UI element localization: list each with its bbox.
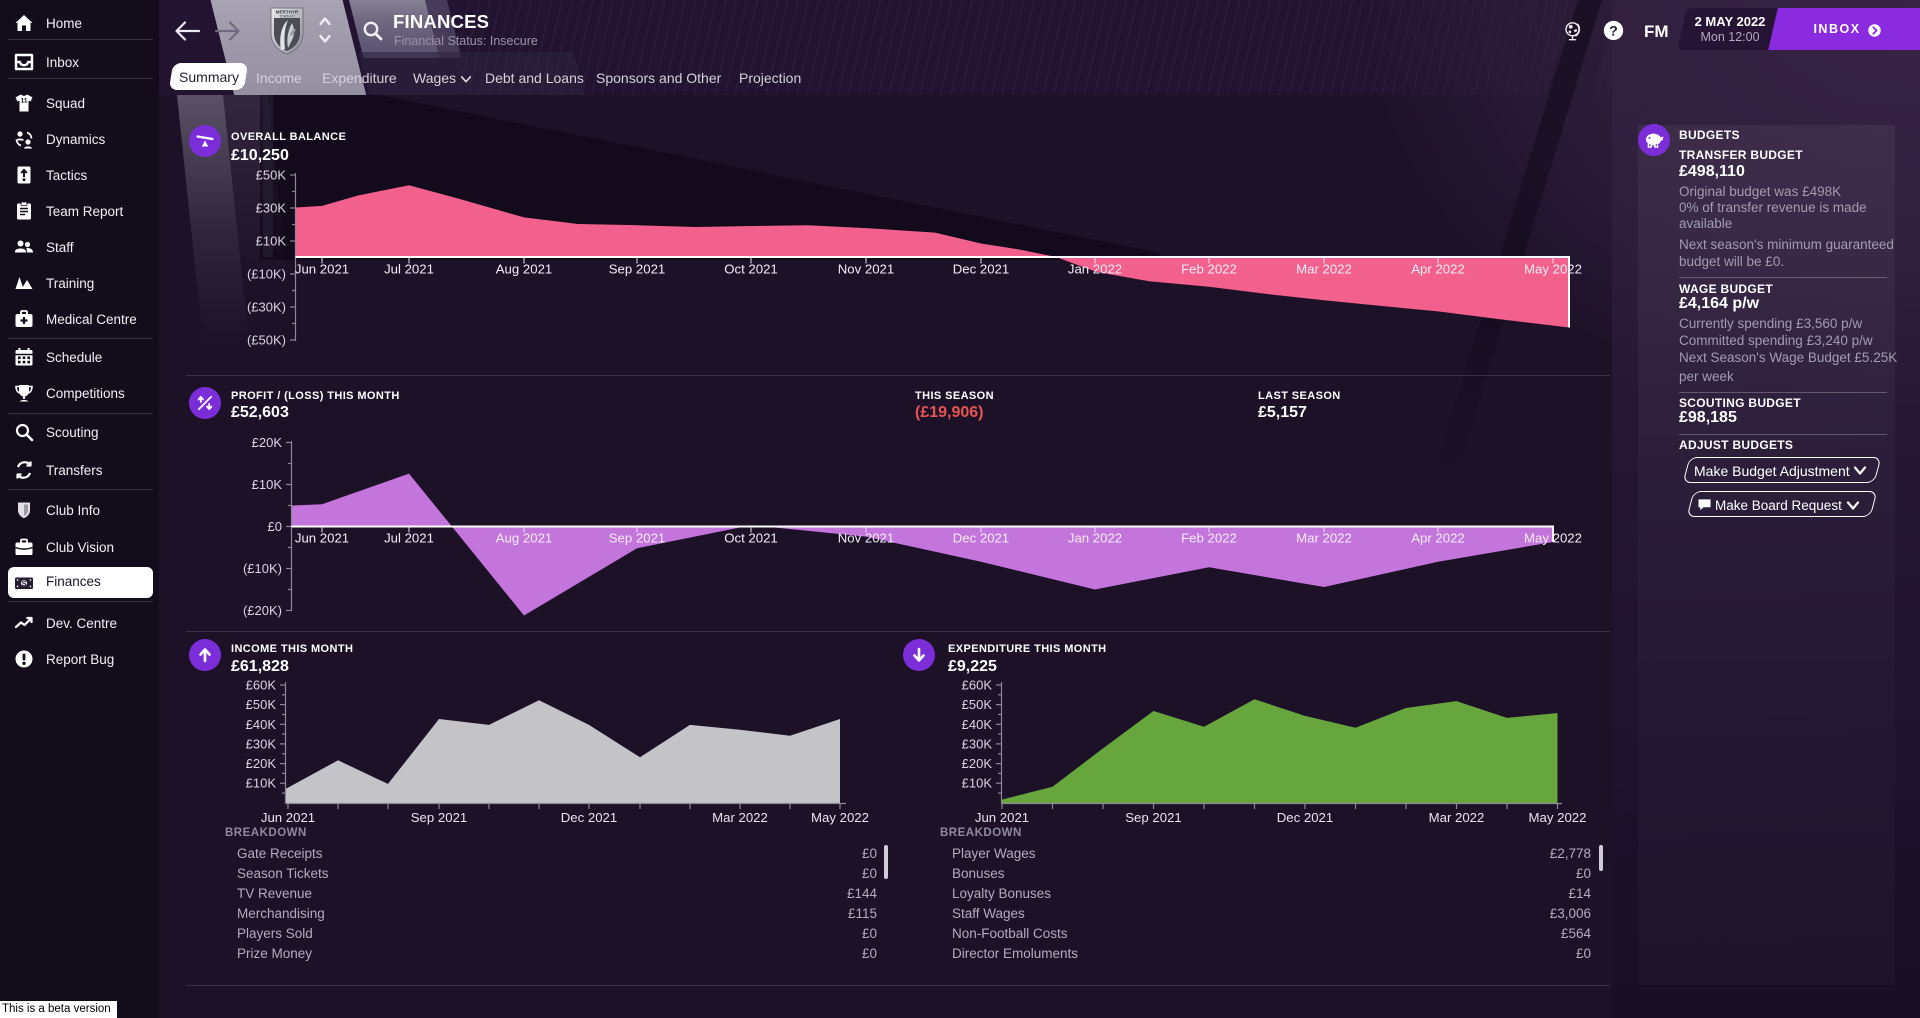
svg-text:(£30K): (£30K) xyxy=(247,300,286,315)
svg-text:S: S xyxy=(21,579,26,588)
svg-text:Dec 2021: Dec 2021 xyxy=(561,810,617,825)
svg-text:Mar 2022: Mar 2022 xyxy=(1296,262,1352,277)
svg-text:Jan 2022: Jan 2022 xyxy=(1068,262,1122,277)
svg-text:£50K: £50K xyxy=(246,697,277,712)
svg-text:Sep 2021: Sep 2021 xyxy=(609,262,665,277)
svg-text:May 2022: May 2022 xyxy=(1524,531,1582,546)
svg-text:Jun 2021: Jun 2021 xyxy=(975,810,1029,825)
svg-text:£10K: £10K xyxy=(256,234,287,249)
svg-text:May 2022: May 2022 xyxy=(811,810,869,825)
svg-text:£30K: £30K xyxy=(246,736,277,751)
svg-text:£50K: £50K xyxy=(256,168,287,183)
svg-text:(£10K): (£10K) xyxy=(243,561,282,576)
svg-text:May 2022: May 2022 xyxy=(1524,262,1582,277)
svg-text:Mar 2022: Mar 2022 xyxy=(1296,531,1352,546)
svg-text:£60K: £60K xyxy=(246,678,277,693)
svg-text:(£10K): (£10K) xyxy=(247,267,286,282)
svg-text:Apr 2022: Apr 2022 xyxy=(1411,531,1465,546)
svg-text:Jan 2022: Jan 2022 xyxy=(1068,531,1122,546)
svg-text:Aug 2021: Aug 2021 xyxy=(496,531,552,546)
svg-text:Dec 2021: Dec 2021 xyxy=(1277,810,1333,825)
svg-text:Sep 2021: Sep 2021 xyxy=(411,810,467,825)
svg-text:£30K: £30K xyxy=(962,736,993,751)
svg-text:Feb 2022: Feb 2022 xyxy=(1181,531,1237,546)
svg-text:£20K: £20K xyxy=(962,756,993,771)
svg-text:Jun 2021: Jun 2021 xyxy=(261,810,315,825)
svg-text:Feb 2022: Feb 2022 xyxy=(1181,262,1237,277)
svg-text:Sep 2021: Sep 2021 xyxy=(609,531,665,546)
svg-text:Jun 2021: Jun 2021 xyxy=(295,262,349,277)
svg-text:Jul 2021: Jul 2021 xyxy=(384,262,434,277)
svg-text:MERTHYR: MERTHYR xyxy=(276,10,299,15)
svg-text:Dec 2021: Dec 2021 xyxy=(953,262,1009,277)
svg-text:Oct 2021: Oct 2021 xyxy=(724,262,778,277)
svg-text:11: 11 xyxy=(21,98,28,105)
svg-text:£20K: £20K xyxy=(246,756,277,771)
svg-text:Oct 2021: Oct 2021 xyxy=(724,531,778,546)
svg-text:£0: £0 xyxy=(268,519,282,534)
svg-text:£10K: £10K xyxy=(252,477,283,492)
svg-text:Mar 2022: Mar 2022 xyxy=(1429,810,1485,825)
svg-text:May 2022: May 2022 xyxy=(1529,810,1587,825)
svg-text:?: ? xyxy=(1609,24,1618,40)
svg-text:(£50K): (£50K) xyxy=(247,333,286,348)
svg-text:Jun 2021: Jun 2021 xyxy=(295,531,349,546)
svg-text:Dec 2021: Dec 2021 xyxy=(953,531,1009,546)
svg-text:£20K: £20K xyxy=(252,435,283,450)
svg-text:£10K: £10K xyxy=(962,776,993,791)
svg-text:Nov 2021: Nov 2021 xyxy=(838,262,894,277)
svg-text:£50K: £50K xyxy=(962,697,993,712)
svg-text:£40K: £40K xyxy=(962,717,993,732)
svg-text:Nov 2021: Nov 2021 xyxy=(838,531,894,546)
svg-text:Aug 2021: Aug 2021 xyxy=(496,262,552,277)
svg-text:Apr 2022: Apr 2022 xyxy=(1411,262,1465,277)
svg-text:£30K: £30K xyxy=(256,201,287,216)
svg-text:£40K: £40K xyxy=(246,717,277,732)
svg-text:Sep 2021: Sep 2021 xyxy=(1125,810,1181,825)
svg-text:Mar 2022: Mar 2022 xyxy=(712,810,768,825)
svg-text:(£20K): (£20K) xyxy=(243,603,282,618)
svg-text:TOWN FC: TOWN FC xyxy=(279,15,295,19)
svg-text:£10K: £10K xyxy=(246,776,277,791)
svg-text:£60K: £60K xyxy=(962,678,993,693)
svg-text:Jul 2021: Jul 2021 xyxy=(384,531,434,546)
